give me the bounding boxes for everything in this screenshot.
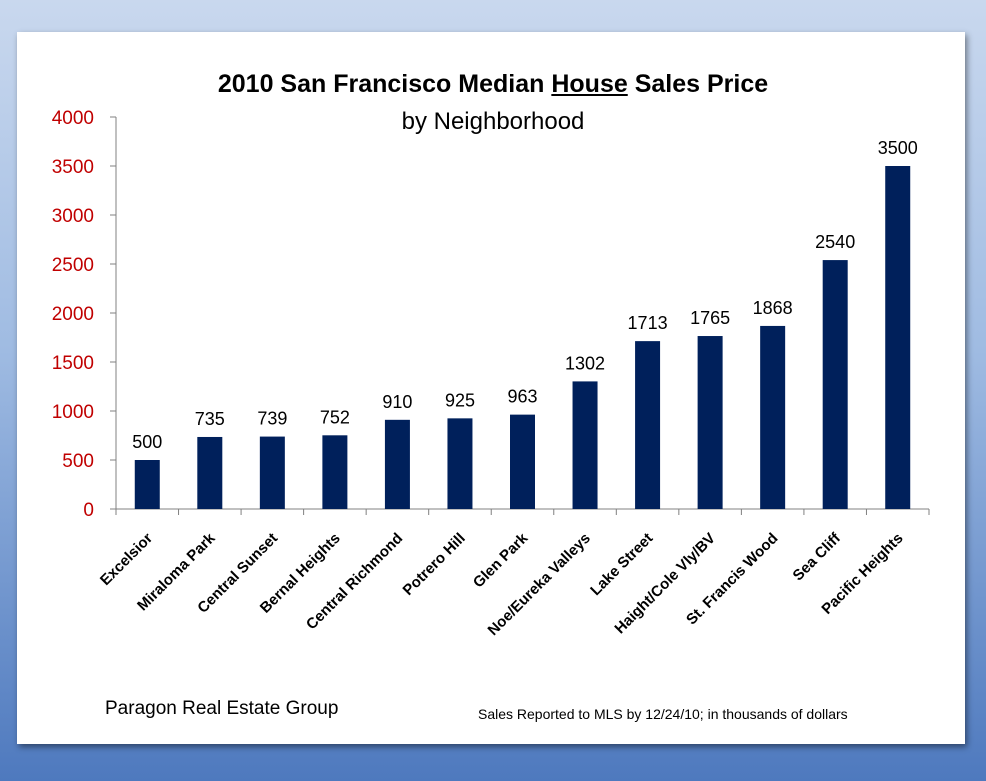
y-tick-label-0: 0 (83, 500, 94, 521)
bar-9 (697, 336, 723, 509)
chart-title: 2010 San Francisco Median House Sales Pr… (0, 70, 986, 99)
data-label-12: 3500 (878, 138, 918, 158)
category-label-8: Lake Street (587, 530, 656, 599)
bar-10 (760, 325, 786, 509)
chart-subtitle: by Neighborhood (401, 108, 585, 135)
y-tick-label-8: 4000 (52, 108, 94, 129)
bar-4 (384, 419, 410, 509)
bar-6 (510, 414, 535, 509)
category-label-11: Sea Cliff (790, 529, 845, 584)
data-label-3: 752 (320, 407, 350, 427)
data-label-4: 910 (382, 392, 412, 412)
data-label-9: 1765 (690, 308, 730, 328)
category-label-0: Excelsior (97, 530, 156, 589)
chart-title-part-3: Sales Price (627, 70, 769, 98)
category-label-5: Potrero Hill (400, 530, 469, 599)
bar-11 (822, 260, 848, 509)
bar-0 (134, 460, 160, 509)
data-label-10: 1868 (753, 298, 793, 318)
category-label-7: Noe/Eureka Valleys (485, 530, 594, 639)
bar-12 (885, 166, 911, 509)
chart-title-part-1: 2010 San Francisco Median (217, 70, 552, 98)
data-label-7: 1302 (565, 353, 605, 373)
data-label-11: 2540 (815, 232, 855, 252)
y-tick-label-4: 2000 (52, 304, 94, 325)
category-label-6: Glen Park (470, 529, 532, 591)
data-label-0: 500 (132, 432, 162, 452)
y-tick-label-6: 3000 (52, 206, 94, 227)
y-tick-label-5: 2500 (52, 255, 94, 276)
data-label-6: 963 (507, 387, 537, 407)
bar-8 (635, 341, 661, 509)
bar-1 (197, 436, 223, 509)
y-tick-label-1: 500 (62, 451, 94, 472)
bar-7 (572, 381, 598, 509)
source-note: Paragon Real Estate Group (105, 698, 339, 719)
data-label-2: 739 (257, 409, 287, 429)
slide-panel (17, 32, 965, 744)
bar-3 (322, 435, 348, 509)
data-label-5: 925 (445, 390, 475, 410)
footnote: Sales Reported to MLS by 12/24/10; in th… (478, 706, 848, 722)
bar-5 (447, 418, 473, 509)
y-tick-label-3: 1500 (52, 353, 94, 374)
data-label-8: 1713 (628, 313, 668, 333)
bar-2 (259, 436, 285, 509)
data-label-1: 735 (195, 409, 225, 429)
chart-title-part-2: House (551, 70, 628, 98)
y-tick-label-2: 1000 (52, 402, 94, 423)
y-tick-label-7: 3500 (52, 157, 94, 178)
